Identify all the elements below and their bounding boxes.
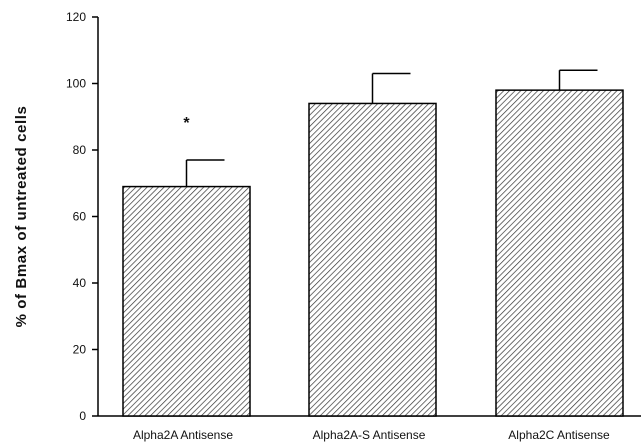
bars bbox=[122, 89, 624, 417]
y-tick-label: 80 bbox=[73, 143, 87, 157]
y-tick-label: 20 bbox=[73, 343, 87, 357]
y-tick-label: 60 bbox=[73, 210, 87, 224]
y-axis-title: % of Bmax of untreated cells bbox=[13, 106, 30, 328]
annotations: * bbox=[183, 115, 190, 132]
error-bars bbox=[185, 69, 598, 187]
category-label-2: Alpha2A-S Antisense bbox=[313, 428, 426, 442]
category-labels: Alpha2A Antisense Alpha2A-S Antisense Alph… bbox=[133, 428, 610, 442]
category-label-3: Alpha2C Antisense bbox=[508, 428, 610, 442]
y-tick-label: 0 bbox=[79, 409, 86, 423]
significance-marker: * bbox=[183, 115, 190, 132]
bar-2 bbox=[308, 102, 437, 417]
y-axis: 0 20 40 60 80 100 120 bbox=[66, 10, 99, 423]
category-label-1: Alpha2A Antisense bbox=[133, 428, 233, 442]
y-tick-label: 40 bbox=[73, 276, 87, 290]
bar-3 bbox=[495, 89, 624, 417]
bar-1 bbox=[122, 185, 251, 417]
y-tick-label: 120 bbox=[66, 10, 86, 24]
y-tick-label: 100 bbox=[66, 77, 86, 91]
